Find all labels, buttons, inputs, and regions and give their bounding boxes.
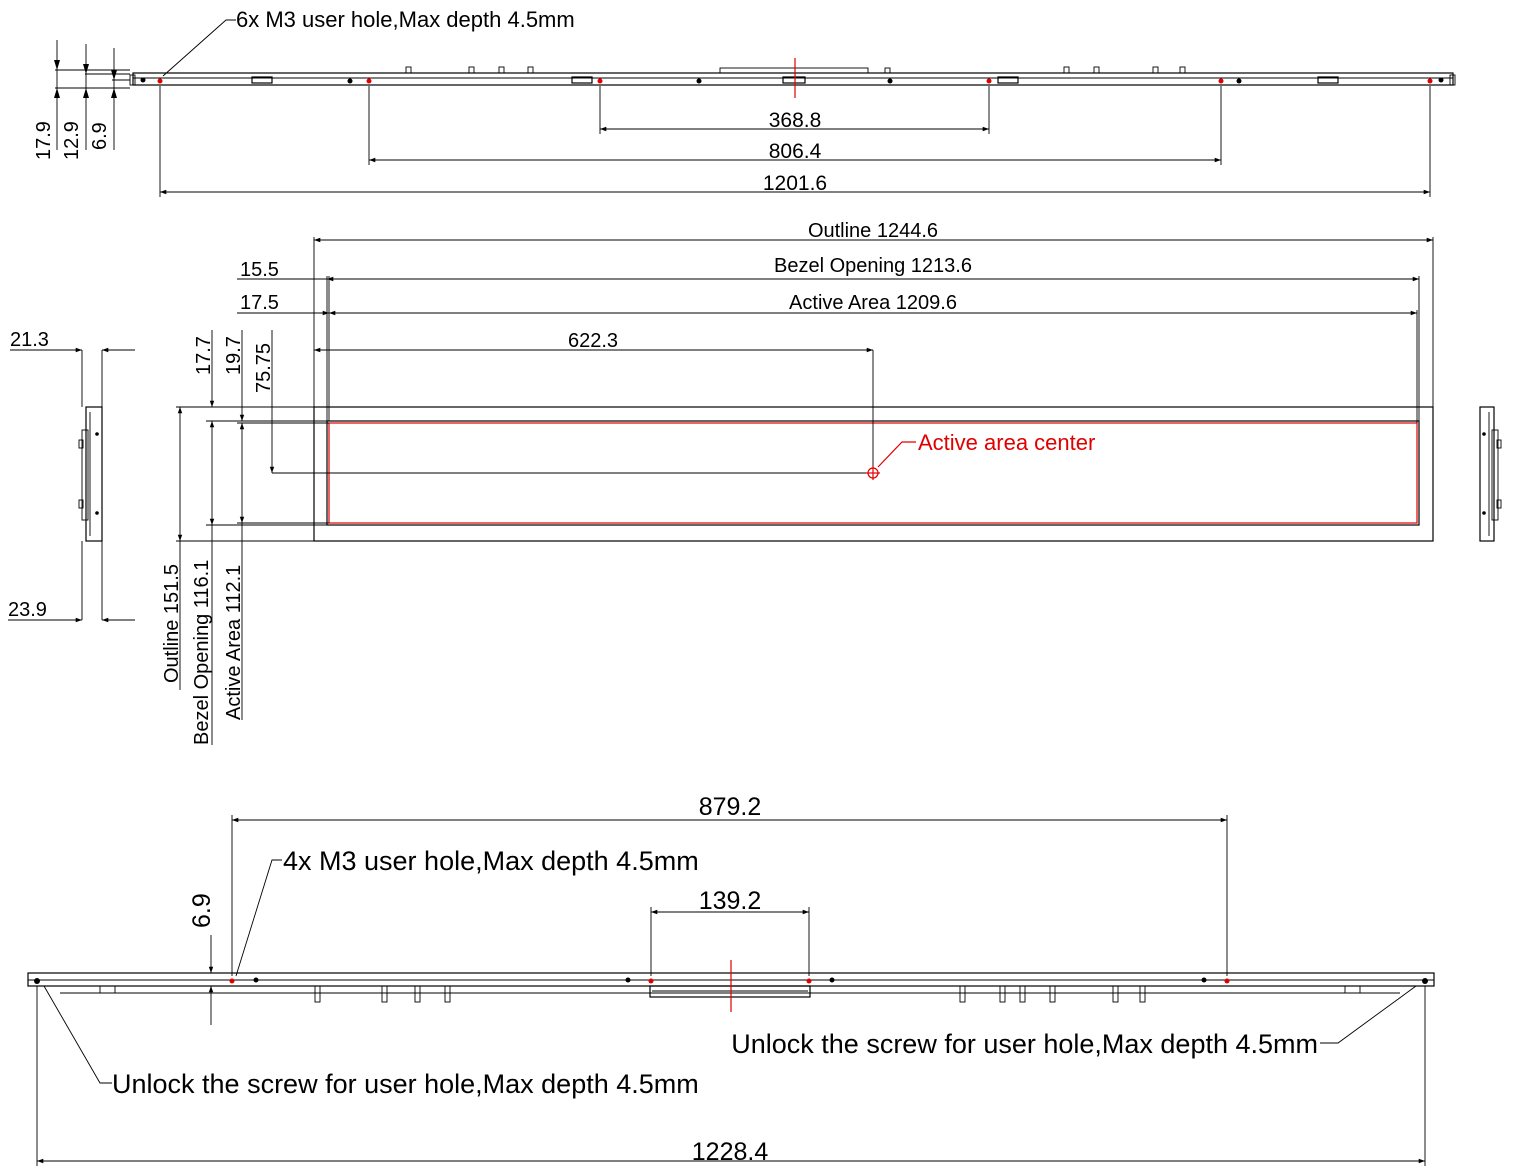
user-hole (1427, 78, 1433, 84)
user-hole (366, 78, 372, 84)
active-center-label: Active area center (918, 430, 1095, 455)
user-hole (157, 78, 163, 84)
top-view: 6x M3 user hole,Max depth 4.5mm 17.9 12.… (33, 7, 1456, 197)
bezel-width-label: Bezel Opening 1213.6 (774, 255, 972, 277)
front-view: Outline 1244.6 Bezel Opening 1213.6 Acti… (8, 220, 1502, 745)
left-side-view: 21.3 23.9 (8, 329, 135, 623)
top-callout: 6x M3 user hole,Max depth 4.5mm (236, 7, 575, 32)
bottom-dim-6-9: 6.9 (188, 893, 216, 928)
active-width-label: Active Area 1209.6 (789, 292, 957, 314)
bezel-height-label: Bezel Opening 116.1 (191, 560, 213, 745)
bottom-dim-879-2: 879.2 (699, 793, 762, 821)
vdim-75-75: 75.75 (253, 343, 275, 393)
top-left-dims: 17.9 12.9 6.9 (33, 40, 130, 160)
dim-17-9: 17.9 (33, 121, 55, 160)
dim-12-9: 12.9 (61, 121, 83, 160)
user-hole (1224, 978, 1230, 984)
dim-6-9: 6.9 (89, 122, 111, 150)
outline-width-label: Outline 1244.6 (808, 220, 938, 242)
right-side-view (1479, 406, 1502, 542)
bottom-dim-139-2: 139.2 (699, 887, 762, 915)
unlock-left-callout: Unlock the screw for user hole,Max depth… (112, 1069, 699, 1099)
offset-bezel-label: 15.5 (240, 259, 279, 281)
dim-368-8: 368.8 (769, 109, 822, 132)
user-hole (986, 78, 992, 84)
active-height-label: Active Area 112.1 (223, 565, 245, 720)
user-hole (648, 978, 654, 984)
user-hole (597, 78, 603, 84)
vdim-17-7: 17.7 (193, 336, 215, 375)
center-x-label: 622.3 (568, 330, 618, 352)
bottom-dim-1228-4: 1228.4 (692, 1138, 769, 1166)
user-hole (1218, 78, 1224, 84)
bottom-view: 879.2 4x M3 user hole,Max depth 4.5mm 13… (27, 793, 1435, 1166)
outline-height-label: Outline 151.5 (161, 564, 183, 683)
side-depth-top: 21.3 (10, 329, 49, 351)
unlock-right-callout: Unlock the screw for user hole,Max depth… (731, 1029, 1318, 1059)
dim-806-4: 806.4 (769, 140, 822, 163)
user-hole (806, 978, 812, 984)
outline-rect (313, 406, 1434, 542)
dim-1201-6: 1201.6 (763, 172, 827, 195)
user-hole (229, 978, 235, 984)
vdim-19-7: 19.7 (223, 336, 245, 375)
side-depth-bottom: 23.9 (8, 599, 47, 621)
active-center-marker (866, 441, 916, 480)
bottom-callout: 4x M3 user hole,Max depth 4.5mm (283, 846, 699, 876)
offset-active-label: 17.5 (240, 292, 279, 314)
